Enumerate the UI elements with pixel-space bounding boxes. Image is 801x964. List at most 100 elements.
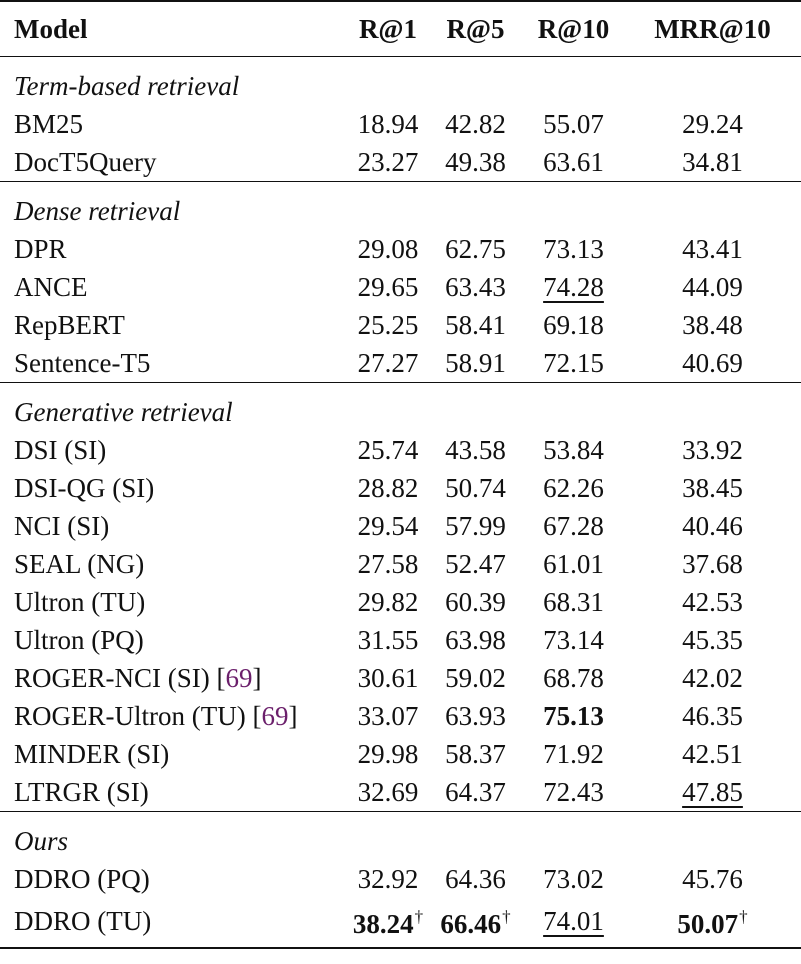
model-name: DSI-QG (SI) xyxy=(14,473,155,503)
table-row: DDRO (TU) 38.24† 66.46† 74.01 50.07† xyxy=(0,898,801,948)
table-row: SEAL (NG) 27.58 52.47 61.01 37.68 xyxy=(0,545,801,583)
r1-value: 27.58 xyxy=(357,549,419,579)
r10-value: 73.02 xyxy=(543,864,604,894)
model-name: DSI (SI) xyxy=(14,435,107,465)
mrr-value: 40.46 xyxy=(682,511,743,541)
best-value: 66.46 xyxy=(440,909,502,939)
mrr-value: 43.41 xyxy=(682,234,743,264)
header-row: Model R@1 R@5 R@10 MRR@10 xyxy=(0,1,801,57)
table-row: BM25 18.94 42.82 55.07 29.24 xyxy=(0,105,801,143)
mrr-value: 33.92 xyxy=(682,435,743,465)
r5-value: 42.82 xyxy=(445,109,506,139)
r1-value: 30.61 xyxy=(357,663,419,693)
r10-value-underlined: 74.28 xyxy=(523,268,624,306)
mrr-value: 42.53 xyxy=(682,587,743,617)
cite-open: [ xyxy=(252,701,262,731)
mrr-value: 29.24 xyxy=(682,109,743,139)
citation-link[interactable]: 69 xyxy=(225,663,253,693)
table-row: DDRO (PQ) 32.92 64.36 73.02 45.76 xyxy=(0,860,801,898)
r1-value: 32.69 xyxy=(357,777,419,807)
r5-value: 62.75 xyxy=(445,234,506,264)
r1-value: 25.74 xyxy=(357,435,419,465)
significance-dagger: † xyxy=(739,907,748,926)
model-name: Ultron (TU) xyxy=(14,587,146,617)
cite-open: [ xyxy=(216,663,226,693)
model-name: ANCE xyxy=(14,272,88,302)
model-name: Sentence-T5 xyxy=(14,348,151,378)
model-name: BM25 xyxy=(14,109,84,139)
table-row: DSI-QG (SI) 28.82 50.74 62.26 38.45 xyxy=(0,469,801,507)
model-name: DocT5Query xyxy=(14,147,157,177)
r5-value-bold: 66.46† xyxy=(428,898,523,948)
mrr-value: 38.48 xyxy=(682,310,743,340)
r10-value: 61.01 xyxy=(543,549,604,579)
r1-value: 25.25 xyxy=(357,310,419,340)
r10-value: 68.31 xyxy=(543,587,604,617)
mrr-value: 40.69 xyxy=(682,348,743,378)
model-name-with-citation: ROGER-NCI (SI) [69] xyxy=(0,659,334,697)
section-title-row: Term-based retrieval xyxy=(0,56,801,106)
r10-value: 63.61 xyxy=(543,147,604,177)
section-title: Ours xyxy=(14,826,69,856)
section-title-row: Dense retrieval xyxy=(0,181,801,231)
model-name: SEAL (NG) xyxy=(14,549,145,579)
r1-value: 29.82 xyxy=(357,587,419,617)
r1-value-bold: 38.24† xyxy=(334,898,428,948)
model-name: DDRO (TU) xyxy=(14,905,152,936)
r10-value: 73.14 xyxy=(543,625,604,655)
table-row: MINDER (SI) 29.98 58.37 71.92 42.51 xyxy=(0,735,801,773)
section-title-row: Ours xyxy=(0,811,801,861)
table-row: LTRGR (SI) 32.69 64.37 72.43 47.85 xyxy=(0,773,801,812)
mrr-value: 44.09 xyxy=(682,272,743,302)
section-title: Generative retrieval xyxy=(14,397,233,427)
header-r10: R@10 xyxy=(537,14,610,44)
model-name: ROGER-NCI (SI) xyxy=(14,663,210,693)
r1-value: 29.08 xyxy=(357,234,419,264)
r5-value: 63.43 xyxy=(445,272,506,302)
r5-value: 58.37 xyxy=(445,739,506,769)
second-best-value: 74.01 xyxy=(543,905,604,936)
r10-value-bold: 75.13 xyxy=(523,697,624,735)
table-row: RepBERT 25.25 58.41 69.18 38.48 xyxy=(0,306,801,344)
section-title: Term-based retrieval xyxy=(14,71,240,101)
model-name-with-citation: ROGER-Ultron (TU) [69] xyxy=(0,697,334,735)
r1-value: 31.55 xyxy=(357,625,419,655)
r5-value: 57.99 xyxy=(445,511,506,541)
r5-value: 63.98 xyxy=(445,625,506,655)
r10-value: 72.15 xyxy=(543,348,604,378)
significance-dagger: † xyxy=(502,907,511,926)
model-name: Ultron (PQ) xyxy=(14,625,144,655)
model-name: RepBERT xyxy=(14,310,125,340)
table-row: Ultron (TU) 29.82 60.39 68.31 42.53 xyxy=(0,583,801,621)
second-best-value: 47.85 xyxy=(682,777,743,807)
second-best-value: 74.28 xyxy=(543,272,604,302)
table-row: DPR 29.08 62.75 73.13 43.41 xyxy=(0,230,801,268)
mrr-value: 37.68 xyxy=(682,549,743,579)
mrr-value: 34.81 xyxy=(682,147,743,177)
r10-value: 67.28 xyxy=(543,511,604,541)
mrr-value: 42.02 xyxy=(682,663,743,693)
table-row: ANCE 29.65 63.43 74.28 44.09 xyxy=(0,268,801,306)
r5-value: 63.93 xyxy=(445,701,506,731)
model-name: DDRO (PQ) xyxy=(14,864,150,894)
citation-link[interactable]: 69 xyxy=(261,701,289,731)
mrr-value: 42.51 xyxy=(682,739,743,769)
best-value: 75.13 xyxy=(543,701,604,731)
r10-value: 71.92 xyxy=(543,739,604,769)
r5-value: 49.38 xyxy=(445,147,506,177)
r10-value: 53.84 xyxy=(543,435,604,465)
r1-value: 18.94 xyxy=(357,109,419,139)
model-name: MINDER (SI) xyxy=(14,739,170,769)
r5-value: 52.47 xyxy=(445,549,506,579)
table-row: NCI (SI) 29.54 57.99 67.28 40.46 xyxy=(0,507,801,545)
r1-value: 29.98 xyxy=(357,739,419,769)
r1-value: 27.27 xyxy=(357,348,419,378)
cite-close: ] xyxy=(252,663,262,693)
r10-value: 73.13 xyxy=(543,234,604,264)
header-r5: R@5 xyxy=(446,14,505,44)
model-name: ROGER-Ultron (TU) xyxy=(14,701,246,731)
header-mrr: MRR@10 xyxy=(654,14,771,44)
r10-value-underlined: 74.01 xyxy=(523,898,624,948)
